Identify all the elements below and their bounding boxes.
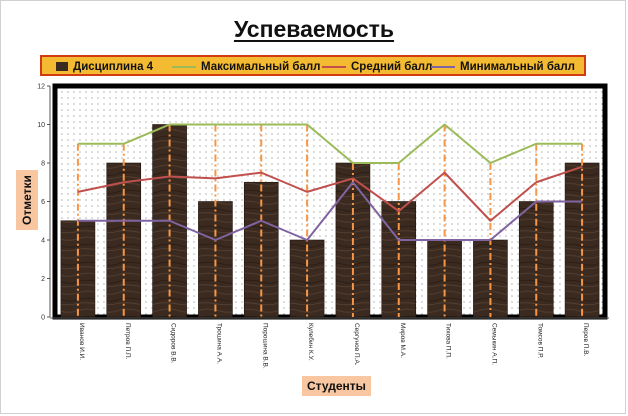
x-tick-label: Кулебин К.У. [307,323,315,361]
y-tick-label: 4 [41,238,45,245]
legend-item-avg: Средний балл [322,59,432,74]
x-tick-label: Иванов И.И. [78,323,85,360]
legend: Дисциплина 4 Максимальный балл Средний б… [40,55,586,76]
x-tick-label: Трошина А.А. [215,323,222,364]
legend-item-min: Минимальный балл [431,59,575,74]
x-axis-title: Студенты [302,376,371,396]
x-tick-label: Томсов П.Р. [536,323,543,358]
y-tick-label: 8 [41,161,45,168]
x-tick-label: Сидоров В.В. [170,323,177,364]
ticks-group: 0 2 4 6 8 10 12 Иванов И.И. Петров П.П. Сидоров В… [37,84,589,369]
plot-border [52,83,608,320]
y-axis-title-text: Отметки [20,175,34,225]
legend-swatch-bar [56,62,68,71]
x-tick-label: Сергунов П.А. [353,323,360,366]
series-line-2 [77,165,583,222]
legend-swatch-min [431,65,455,68]
lines-group [77,123,583,241]
x-tick-label: Миров М.А. [399,323,406,358]
y-tick-label: 6 [41,199,45,206]
legend-label-avg: Средний балл [351,60,433,73]
legend-label-min: Минимальный балл [460,60,575,73]
x-tick-label: Порошина В.В. [261,323,268,369]
y-axis-title: Отметки [16,170,38,230]
series-line-1 [77,123,583,164]
legend-swatch-max [172,65,196,68]
y-tick-label: 12 [37,84,45,91]
legend-item-max: Максимальный балл [172,59,320,74]
y-tick-label: 2 [41,276,45,283]
x-tick-label: Тихова П.П. [445,323,452,359]
legend-label-bar: Дисциплина 4 [73,60,154,73]
series-line-3 [77,181,583,241]
x-tick-label: Петров П.П. [124,323,131,360]
chart-title: Успеваемость [233,16,395,42]
x-tick-label: Перов П.В. [582,323,589,357]
x-tick-label: Семыкин А.П. [490,323,497,365]
legend-label-max: Максимальный балл [201,60,321,73]
legend-swatch-avg [322,65,346,68]
y-tick-label: 10 [37,122,45,129]
legend-item-bar: Дисциплина 4 [56,59,153,74]
y-tick-label: 0 [41,315,45,322]
